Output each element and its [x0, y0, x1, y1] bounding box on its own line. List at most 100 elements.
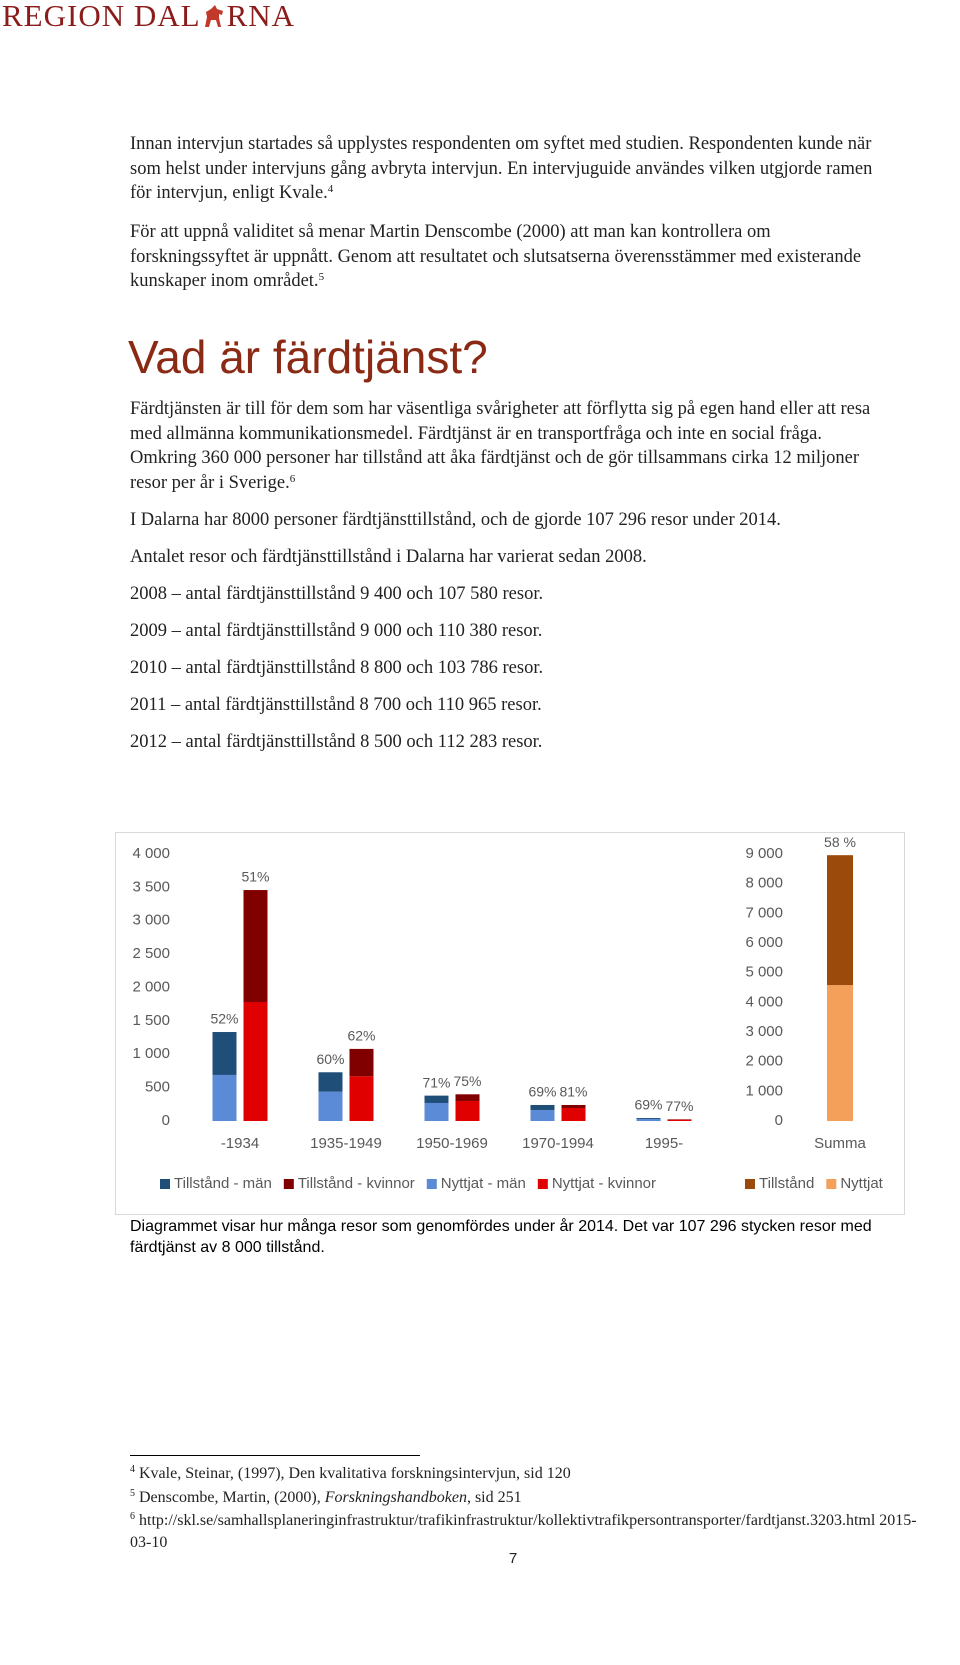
- legend-label: Nyttjat - män: [441, 1175, 526, 1192]
- bar-segment: [667, 1119, 692, 1121]
- bar-segment: [561, 1107, 586, 1121]
- legend-swatch: [537, 1179, 548, 1189]
- percent-label: 62%: [347, 1028, 375, 1044]
- chart: 0 500 1 000 1 500 2 000 2 500 3 000 3 500 4 000 -…: [115, 832, 905, 1215]
- bar-segment: [636, 1118, 661, 1121]
- footnote: 6 http://skl.se/samhallsplaneringinfrast…: [130, 1510, 920, 1554]
- bar-segment: [424, 1095, 449, 1103]
- logo-text: RNA: [226, 0, 296, 33]
- paragraph: 2009 – antal färdtjänsttillstånd 9 000 o…: [130, 621, 543, 641]
- paragraph: Innan intervjun startades så upplystes r…: [130, 132, 890, 206]
- y-tick-label: 0: [162, 1112, 170, 1129]
- bar-segment: [530, 1109, 555, 1121]
- y-tick-label: 3 500: [132, 878, 170, 895]
- legend-swatch: [283, 1179, 294, 1189]
- y-tick-label: 4 000: [132, 845, 170, 862]
- paragraph: 2008 – antal färdtjänsttillstånd 9 400 o…: [130, 584, 544, 604]
- footnote-ref: 4: [327, 183, 334, 195]
- y-tick-label: 9 000: [745, 845, 783, 862]
- bar-segment: [349, 1076, 374, 1121]
- legend-label: Nyttjat: [840, 1175, 883, 1192]
- paragraph: För att uppnå validitet så menar Martin …: [130, 220, 890, 294]
- bar-segment: [827, 855, 853, 986]
- text: Färdtjänsten är till för dem som har väs…: [130, 399, 871, 493]
- bar-segment: [243, 1001, 268, 1121]
- x-tick-label: 1950-1969: [416, 1135, 488, 1152]
- y-tick-label: 8 000: [745, 875, 783, 892]
- y-tick-label: 0: [775, 1112, 783, 1129]
- text: Denscombe, Martin, (2000),: [139, 1489, 325, 1506]
- y-tick-label: 500: [145, 1079, 170, 1096]
- legend-swatch: [826, 1179, 837, 1189]
- page-number: 7: [508, 1550, 518, 1567]
- x-tick-label: 1970-1994: [522, 1135, 594, 1152]
- y-tick-label: 1 000: [745, 1082, 783, 1099]
- footnote: 5 Denscombe, Martin, (2000), Forskningsh…: [130, 1487, 920, 1509]
- x-tick-label: 1995-: [645, 1135, 683, 1152]
- legend-label: Tillstånd - kvinnor: [298, 1175, 415, 1192]
- footnote: 4 Kvale, Steinar, (1997), Den kvalitativ…: [130, 1463, 920, 1485]
- percent-label: 69%: [634, 1097, 662, 1113]
- footnote-ref: 6: [289, 472, 296, 485]
- bar-segment: [212, 1074, 237, 1121]
- bar-segment: [318, 1072, 343, 1092]
- legend-swatch: [745, 1179, 755, 1189]
- y-tick-label: 1 500: [132, 1012, 170, 1029]
- y-tick-label: 2 000: [745, 1053, 783, 1070]
- text: För att uppnå validitet så menar Martin …: [130, 222, 862, 291]
- paragraph: 2012 – antal färdtjänsttillstånd 8 500 o…: [130, 732, 543, 752]
- bar-segment: [636, 1117, 661, 1119]
- bar-segment: [530, 1104, 555, 1110]
- logo: REGION DAL RNA: [2, 0, 295, 34]
- bar-segment: [455, 1100, 480, 1121]
- percent-label: 52%: [210, 1011, 238, 1027]
- paragraph: Antalet resor och färdtjänsttillstånd i …: [130, 547, 647, 567]
- bar-segment: [349, 1048, 374, 1077]
- percent-label: 58 %: [824, 834, 856, 850]
- y-tick-label: 6 000: [745, 934, 783, 951]
- bar-segment: [318, 1091, 343, 1121]
- bar-segment: [455, 1094, 480, 1101]
- paragraph: I Dalarna har 8000 personer färdtjänstti…: [130, 510, 781, 530]
- percent-label: 71%: [422, 1074, 450, 1090]
- y-tick-label: 4 000: [745, 993, 783, 1010]
- x-tick-label: 1935-1949: [310, 1135, 382, 1152]
- footnote-number: 6: [130, 1511, 135, 1522]
- heading: Vad är färdtjänst?: [128, 331, 488, 383]
- legend-label: Tillstånd - män: [174, 1175, 272, 1192]
- y-tick-label: 5 000: [745, 964, 783, 981]
- y-tick-label: 2 000: [132, 978, 170, 995]
- text: http://skl.se/samhallsplaneringinfrastru…: [130, 1512, 917, 1551]
- y-tick-label: 2 500: [132, 945, 170, 962]
- bar-segment: [561, 1104, 586, 1108]
- footnote-number: 4: [130, 1464, 135, 1475]
- footnote-number: 5: [130, 1488, 135, 1499]
- bar-segment: [424, 1102, 449, 1121]
- y-tick-label: 3 000: [132, 912, 170, 929]
- bar-segment: [827, 985, 853, 1121]
- paragraph: 2010 – antal färdtjänsttillstånd 8 800 o…: [130, 658, 544, 678]
- footnote-ref: 5: [318, 271, 325, 283]
- text: , sid 251: [466, 1489, 522, 1506]
- logo-horse: [204, 5, 223, 27]
- text: Forskningshandboken: [324, 1489, 467, 1506]
- text: Innan intervjun startades så upplystes r…: [130, 134, 873, 203]
- legend-swatch: [426, 1179, 437, 1189]
- text: Kvale, Steinar, (1997), Den kvalitativa …: [139, 1465, 571, 1482]
- legend-label: Nyttjat - kvinnor: [552, 1175, 656, 1192]
- paragraph: 2011 – antal färdtjänsttillstånd 8 700 o…: [130, 695, 542, 715]
- percent-label: 81%: [559, 1084, 587, 1100]
- bar-segment: [212, 1032, 237, 1075]
- caption: Diagrammet visar hur många resor som gen…: [130, 1218, 872, 1256]
- x-tick-label: -1934: [221, 1135, 259, 1152]
- legend-label: Tillstånd: [759, 1175, 814, 1192]
- percent-label: 51%: [241, 869, 269, 885]
- y-tick-label: 7 000: [745, 904, 783, 921]
- bar-segment: [243, 890, 268, 1002]
- footnote-rule: [130, 1455, 420, 1456]
- percent-label: 69%: [528, 1084, 556, 1100]
- x-tick-label: Summa: [814, 1135, 866, 1152]
- percent-label: 77%: [665, 1098, 693, 1114]
- legend-swatch: [160, 1179, 170, 1189]
